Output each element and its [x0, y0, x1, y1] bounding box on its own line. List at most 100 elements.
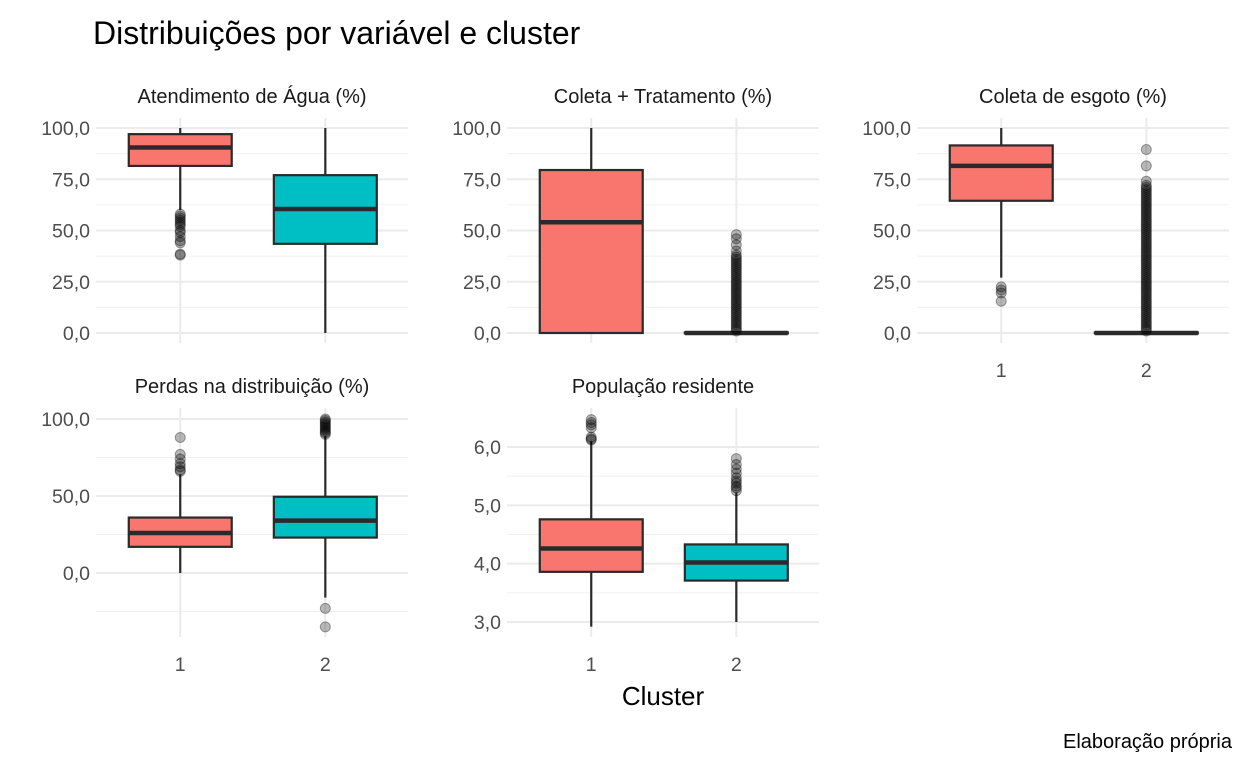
panel-title: Perdas na distribuição (%): [135, 376, 370, 398]
outlier-point: [174, 220, 186, 232]
outlier-point: [730, 300, 742, 312]
box: [272, 495, 378, 539]
outlier-point: [1140, 253, 1152, 265]
outlier-point: [319, 425, 331, 437]
outlier-point: [1140, 196, 1152, 208]
outlier-point: [730, 482, 742, 494]
outlier-point: [1140, 186, 1152, 198]
y-tick-label: 100,0: [452, 118, 501, 140]
outlier-point: [730, 229, 742, 241]
outlier-point: [1140, 259, 1152, 271]
outlier-point: [730, 325, 742, 337]
outlier-point: [1140, 278, 1152, 290]
outlier-point: [1140, 257, 1152, 269]
outlier-point: [1140, 272, 1152, 284]
outlier-point: [1140, 192, 1152, 204]
outlier-point: [730, 304, 742, 316]
outlier-point: [1140, 300, 1152, 312]
outlier-point: [1140, 323, 1152, 335]
outlier-point: [730, 278, 742, 290]
outlier-point: [1140, 266, 1152, 277]
outlier-point: [730, 296, 742, 308]
x-axis-label: Cluster: [622, 681, 705, 711]
outlier-point: [585, 417, 597, 428]
outlier-point: [730, 249, 742, 261]
outlier-point: [319, 419, 331, 431]
outlier-point: [1140, 255, 1152, 267]
outlier-point: [730, 266, 742, 277]
outlier-point: [174, 225, 186, 236]
y-tick-label: 0,0: [884, 323, 911, 345]
outlier-point: [1140, 241, 1152, 253]
outlier-point: [174, 249, 186, 261]
facet-panel: Atendimento de Água (%) 0,0 25,0 50,0 75,0 10…: [41, 85, 408, 345]
outlier-point: [174, 235, 186, 247]
outlier-point: [1140, 222, 1152, 234]
outlier-point: [995, 295, 1007, 307]
outlier-point: [1140, 261, 1152, 273]
outlier-point: [730, 272, 742, 284]
outlier-point: [1140, 249, 1152, 261]
box-cluster-2: [683, 229, 789, 337]
outlier-point: [730, 477, 742, 489]
outlier-point: [1140, 194, 1152, 206]
outlier-point: [730, 311, 742, 323]
outlier-point: [730, 309, 742, 321]
outlier-point: [730, 292, 742, 304]
outlier-point: [1140, 212, 1152, 224]
box-cluster-2: [272, 128, 378, 333]
panel-title: População residente: [572, 376, 754, 398]
outlier-point: [730, 290, 742, 302]
outlier-point: [730, 257, 742, 269]
outlier-point: [1140, 276, 1152, 288]
outlier-point: [1140, 319, 1152, 331]
y-tick-label: 25,0: [873, 272, 911, 294]
outlier-point: [1140, 239, 1152, 251]
outlier-point: [319, 428, 331, 440]
outlier-point: [1140, 282, 1152, 294]
outlier-point: [1140, 175, 1152, 187]
outlier-point: [730, 307, 742, 318]
outlier-point: [174, 216, 186, 228]
outlier-point: [174, 208, 186, 220]
box-cluster-2: [1093, 144, 1199, 337]
outlier-point: [730, 317, 742, 329]
outlier-point: [730, 284, 742, 296]
box-cluster-2: [272, 413, 378, 633]
outlier-point: [1140, 198, 1152, 210]
outlier-point: [1140, 274, 1152, 286]
outlier-point: [1140, 233, 1152, 245]
outlier-point: [730, 274, 742, 286]
outlier-point: [1140, 214, 1152, 226]
outlier-point: [1140, 188, 1152, 200]
outlier-point: [1140, 286, 1152, 298]
outlier-point: [1140, 247, 1152, 259]
outlier-point: [319, 427, 331, 439]
outlier-point: [174, 448, 186, 460]
outlier-point: [1140, 298, 1152, 310]
facet-panel: População residente 3,0 4,0 5,0 6,0 1 2: [474, 376, 819, 676]
outlier-point: [730, 321, 742, 333]
y-tick-label: 0,0: [474, 323, 501, 345]
outlier-point: [174, 237, 186, 249]
outlier-point: [1140, 284, 1152, 296]
outlier-point: [1140, 290, 1152, 302]
outlier-point: [730, 323, 742, 335]
outlier-point: [730, 268, 742, 280]
x-tick-label: 1: [175, 654, 186, 676]
y-tick-label: 100,0: [862, 118, 911, 140]
facet-panel: Coleta de esgoto (%) 0,0 25,0 50,0 75,0 100,0…: [862, 86, 1229, 382]
x-tick-label: 2: [1141, 360, 1152, 382]
outlier-point: [1140, 317, 1152, 329]
y-tick-label: 75,0: [873, 169, 911, 191]
outlier-point: [730, 453, 742, 465]
y-tick-label: 50,0: [873, 221, 911, 243]
outlier-point: [1140, 231, 1152, 243]
outlier-point: [1140, 206, 1152, 218]
outlier-point: [319, 424, 331, 436]
outlier-point: [730, 294, 742, 306]
outlier-point: [1140, 309, 1152, 321]
outlier-point: [174, 431, 186, 443]
outlier-point: [730, 261, 742, 273]
outlier-point: [730, 263, 742, 275]
